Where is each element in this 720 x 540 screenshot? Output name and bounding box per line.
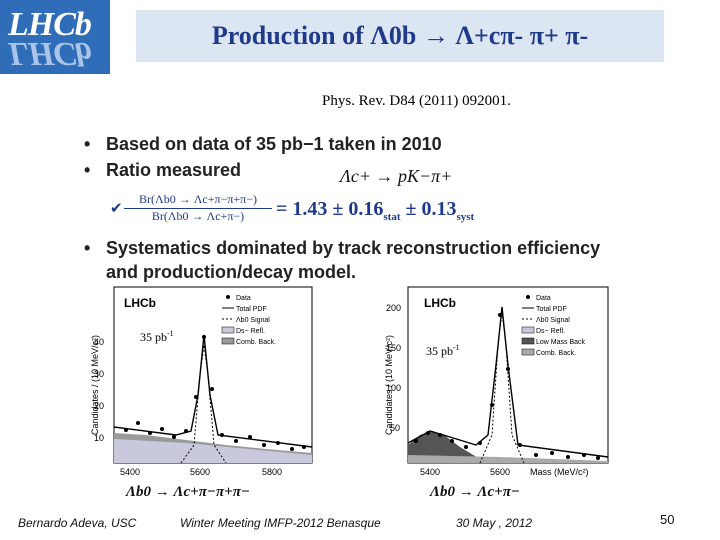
left-xtick: 5600 (190, 467, 210, 477)
slide-title-bar: Production of Λ0b → Λ+cπ- π+ π- (136, 10, 664, 62)
right-ytick: 100 (386, 383, 401, 393)
svg-text:Comb. Back.: Comb. Back. (236, 339, 276, 346)
right-xtick: 5400 (420, 467, 440, 477)
ratio-value: = 1.43 ± 0.16stat ± 0.13syst (276, 198, 475, 223)
svg-text:Comb. Back.: Comb. Back. (536, 350, 576, 357)
svg-text:Total PDF: Total PDF (236, 306, 267, 313)
left-caption: Λb0 → Λc+π−π+π− (126, 484, 251, 500)
left-ytick: 10 (94, 433, 104, 443)
svg-text:Low Mass Back: Low Mass Back (536, 339, 586, 346)
right-low-mass-back (408, 431, 480, 463)
left-data-points (124, 335, 306, 451)
right-data-points (414, 313, 600, 460)
logo-text: LHCb (8, 6, 92, 43)
right-xlabel: Mass (MeV/c²) (530, 467, 589, 477)
left-ylabel: Candidates / (10 MeV/c²) (90, 335, 100, 435)
ratio-numerator: Br(Λb0 → Λc+π−π+π−) (124, 192, 272, 209)
right-mass-plot: Candidates / (10 MeV/c²) 200 150 100 50 … (384, 286, 609, 477)
right-legend: Data Total PDF Λb0 Signal Ds− Refl. Low … (521, 295, 586, 357)
reference: Phys. Rev. D84 (2011) 092001. (322, 93, 511, 109)
right-comb-back (408, 455, 608, 463)
svg-text:Data: Data (536, 295, 551, 302)
lhcb-logo: LHCb LHCb (0, 0, 110, 74)
svg-text:Λb0 Signal: Λb0 Signal (536, 317, 570, 324)
svg-text:Λb0 Signal: Λb0 Signal (236, 317, 270, 324)
bullet-systematics-line2: and production/decay model. (106, 262, 357, 282)
right-ytick: 150 (386, 343, 401, 353)
svg-text:Data: Data (236, 295, 251, 302)
left-lumi: 35 pb-1 (140, 329, 174, 344)
left-xtick: 5400 (120, 467, 140, 477)
left-xtick: 5800 (262, 467, 282, 477)
right-xtick: 5600 (490, 467, 510, 477)
left-mass-plot: Candidates / (10 MeV/c²) 40 30 20 10 540… (90, 286, 313, 477)
lambda-c-decay: Λc+ → pK−π+ (340, 166, 453, 186)
left-total-pdf (113, 334, 313, 448)
slide-title: Production of Λ0b → Λ+cπ- π+ π- (211, 21, 589, 50)
ratio-fraction: Br(Λb0 → Λc+π−π+π−) Br(Λb0 → Λc+π−) (124, 192, 272, 224)
right-experiment: LHCb (424, 296, 456, 310)
footer-author: Bernardo Adeva, USC (18, 516, 137, 530)
page-number: 50 (660, 512, 675, 527)
right-ylabel: Candidates / (10 MeV/c²) (384, 335, 394, 435)
left-experiment: LHCb (124, 296, 156, 310)
left-ytick: 40 (94, 337, 104, 347)
check-icon: ✔ (110, 200, 123, 217)
footer-event: Winter Meeting IMFP-2012 Benasque (180, 516, 381, 530)
right-lumi: 35 pb-1 (426, 343, 460, 358)
left-refl (114, 439, 312, 463)
svg-text:Total PDF: Total PDF (536, 306, 567, 313)
right-ytick: 50 (390, 423, 400, 433)
footer-date: 30 May , 2012 (456, 516, 533, 530)
logo-reflection: LHCb (8, 35, 91, 72)
svg-text:Ds− Refl.: Ds− Refl. (236, 328, 265, 335)
svg-text:Ds− Refl.: Ds− Refl. (536, 328, 565, 335)
left-legend: Data Total PDF Λb0 Signal Ds− Refl. Comb… (221, 295, 276, 346)
right-ytick: 200 (386, 303, 401, 313)
left-ytick: 30 (94, 369, 104, 379)
ratio-denominator: Br(Λb0 → Λc+π−) (151, 209, 245, 223)
right-caption: Λb0 → Λc+π− (430, 484, 520, 500)
left-ytick: 20 (94, 401, 104, 411)
